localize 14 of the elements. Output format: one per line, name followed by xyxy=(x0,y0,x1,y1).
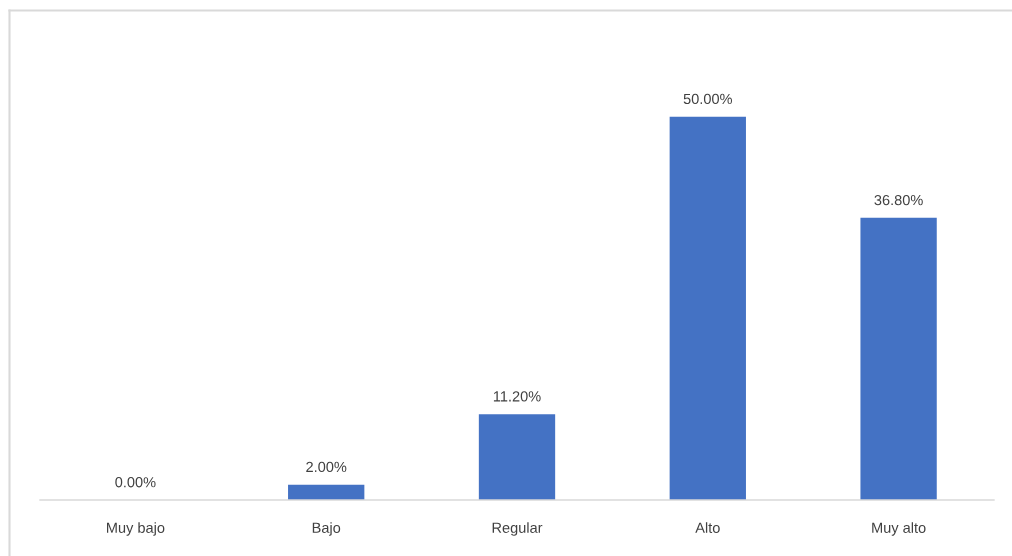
bar xyxy=(288,484,365,500)
data-label: 0.00% xyxy=(115,477,156,488)
x-tick-label: Regular xyxy=(492,522,543,536)
x-tick-label: Bajo xyxy=(312,522,341,536)
data-label: 36.80% xyxy=(874,194,923,206)
bar xyxy=(860,217,937,500)
data-label: 11.20% xyxy=(493,391,541,402)
x-tick-label: Muy bajo xyxy=(107,522,165,536)
x-tick-label: Alto xyxy=(695,522,720,533)
bar xyxy=(669,116,746,500)
bar xyxy=(478,414,556,500)
data-label: 2.00% xyxy=(306,461,347,473)
x-tick-label: Muy alto xyxy=(872,522,926,536)
data-label: 50.00% xyxy=(683,93,733,105)
